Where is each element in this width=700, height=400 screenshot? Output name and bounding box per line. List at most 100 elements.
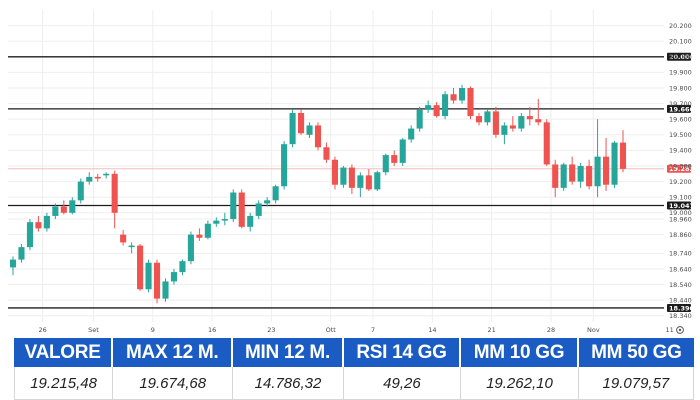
candle — [365, 169, 372, 191]
candle — [569, 156, 576, 185]
candle-body — [365, 175, 372, 190]
candle — [331, 156, 338, 190]
candle — [450, 88, 457, 104]
y-tick-label: 20.200 — [669, 22, 692, 30]
y-axis: 20.20020.10020.00019.90019.80019.70019.6… — [669, 22, 692, 320]
candle-body — [281, 144, 288, 187]
candle — [619, 130, 627, 173]
candle — [560, 162, 567, 191]
price-chart: 20.000 19.666 19.282 19.047 18.390 20.200 20.… — [8, 10, 695, 334]
candle-body — [382, 155, 389, 173]
candle — [484, 109, 491, 126]
stats-header-mm-10gg: MM 10 GG — [461, 338, 579, 368]
candle — [467, 86, 474, 120]
stats-table: VALORE MAX 12 M. MIN 12 M. RSI 14 GG MM … — [14, 338, 694, 400]
candle — [111, 170, 118, 229]
candle — [543, 119, 550, 166]
candle-body — [213, 220, 220, 224]
candle-body — [272, 186, 279, 201]
candle-body — [289, 112, 296, 145]
candle — [255, 200, 262, 220]
candle-body — [425, 105, 432, 110]
candle — [535, 98, 542, 126]
candle — [204, 220, 211, 240]
y-tick-label: 19.900 — [669, 69, 692, 77]
candle — [408, 125, 415, 143]
candle — [603, 137, 610, 191]
candle-body — [492, 111, 499, 135]
level-tag — [667, 201, 691, 210]
candle-body — [230, 192, 237, 220]
candle-body — [594, 156, 601, 187]
y-tick-label: 19.700 — [669, 100, 692, 108]
candle-body — [153, 262, 161, 299]
candle — [247, 212, 254, 232]
stats-value-mm-50gg: 19.079,57 — [578, 367, 694, 400]
candle — [196, 228, 203, 241]
candle — [492, 106, 499, 138]
candle-body — [26, 222, 33, 248]
candle-body — [619, 142, 627, 169]
candle — [518, 112, 525, 132]
stats-header-mm-50gg: MM 50 GG — [578, 338, 694, 368]
x-tick-label: Set — [88, 326, 99, 334]
candle-body — [586, 166, 593, 187]
y-tick-label: 18.340 — [669, 312, 692, 320]
candle-body — [120, 234, 127, 243]
candle — [238, 189, 245, 229]
candle-body — [94, 176, 101, 179]
y-tick-label: 18.960 — [669, 215, 692, 223]
level-tag-label: 19.047 — [669, 202, 694, 210]
candlestick-chart-svg: 20.000 19.666 19.282 19.047 18.390 20.200 20.… — [8, 10, 695, 334]
candle — [314, 122, 322, 151]
x-tick-label: 28 — [547, 326, 555, 334]
level-tag-label: 19.666 — [669, 105, 695, 113]
candle — [162, 278, 169, 302]
candle-body — [298, 112, 305, 134]
candle-body — [577, 166, 584, 182]
candle — [577, 162, 584, 188]
y-tick-label: 19.000 — [669, 209, 692, 217]
candle-body — [35, 222, 42, 229]
gear-icon[interactable] — [676, 326, 684, 334]
candle — [594, 119, 601, 198]
y-tick-label: 19.300 — [669, 162, 692, 170]
candle — [306, 122, 313, 138]
x-tick-label: 11 — [665, 326, 673, 334]
candle — [221, 212, 228, 226]
stats-header-rsi-14gg: RSI 14 GG — [343, 338, 462, 368]
candle-body — [264, 200, 271, 204]
y-tick-label: 18.540 — [669, 281, 692, 289]
y-tick-label: 19.500 — [669, 131, 692, 139]
candle-body — [603, 156, 610, 185]
candle-body — [611, 142, 618, 185]
y-tick-label: 18.440 — [669, 296, 692, 304]
y-tick-label: 19.200 — [669, 178, 692, 186]
candle — [340, 166, 347, 188]
x-tick-label: 21 — [488, 326, 496, 334]
candle-body — [247, 215, 254, 227]
candle — [60, 200, 67, 215]
candle — [86, 172, 93, 185]
candle — [475, 112, 483, 126]
candle — [442, 91, 449, 120]
y-tick-label: 18.640 — [669, 265, 692, 273]
x-tick-label: 7 — [371, 326, 375, 334]
candle-body — [391, 155, 398, 163]
x-tick-label: 26 — [39, 326, 47, 334]
candle-body — [221, 219, 228, 221]
candle — [416, 106, 423, 132]
candle — [94, 173, 101, 182]
candle-body — [535, 119, 542, 123]
candle-body — [357, 175, 364, 188]
candle-body — [348, 167, 355, 188]
candle-body — [86, 176, 93, 182]
candle-body — [408, 128, 415, 140]
candle-body — [52, 206, 59, 216]
candle-body — [306, 125, 313, 135]
candle-body — [179, 261, 186, 273]
candle — [128, 242, 135, 254]
candle — [281, 141, 288, 190]
level-tag — [667, 164, 691, 173]
stats-value-min-12m: 14.786,32 — [233, 367, 344, 400]
